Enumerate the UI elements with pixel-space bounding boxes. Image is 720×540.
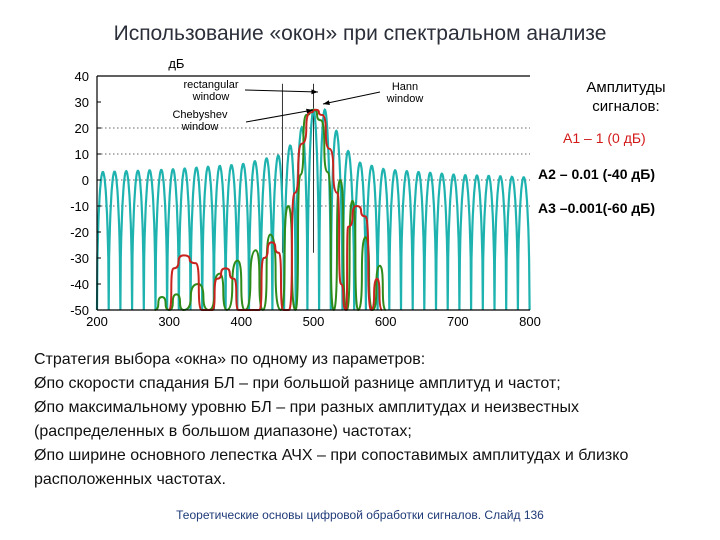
slide-title: Использование «окон» при спектральном ан… <box>113 22 607 45</box>
chebyshev-arrow-head <box>306 108 313 114</box>
y-tick-label: 0 <box>82 173 89 188</box>
y-tick-label: -20 <box>70 225 89 240</box>
chebyshev-arrow <box>245 109 314 123</box>
amplitude-a2: А2 – 0.01 (-40 дБ) <box>538 166 655 182</box>
y-tick-label: -10 <box>70 199 89 214</box>
x-tick-label: 300 <box>158 314 180 329</box>
y-tick-label: 40 <box>75 69 89 84</box>
strategy-bullet-text: по ширине основного лепестка АЧХ – при с… <box>34 447 629 488</box>
y-tick-label: 20 <box>75 121 89 136</box>
y-axis-label: дБ <box>168 56 184 71</box>
x-tick-label: 400 <box>230 314 252 329</box>
slide-footer: Теоретические основы цифровой обработки … <box>176 508 544 522</box>
hann-window-annotation: window <box>386 93 424 105</box>
amplitudes-heading-line: сигналов: <box>592 98 660 115</box>
chebyshev-window-annotation: window <box>181 121 219 133</box>
amplitude-a1: А1 – 1 (0 дБ) <box>563 130 646 146</box>
y-tick-label: -50 <box>70 303 89 318</box>
x-tick-label: 800 <box>519 314 541 329</box>
y-tick-label: 30 <box>75 95 89 110</box>
x-tick-label: 600 <box>375 314 397 329</box>
strategy-intro: Стратегия выбора «окна» по одному из пар… <box>34 351 426 368</box>
strategy-bullet: Øпо скорости спадания БЛ – при большой р… <box>34 372 684 396</box>
axes <box>96 75 530 311</box>
x-tick-label: 200 <box>86 314 108 329</box>
strategy-bullet: Øпо максимальному уровню БЛ – при разных… <box>34 396 684 444</box>
y-tick-label: 10 <box>75 147 89 162</box>
strategy-bullet-text: по максимальному уровню БЛ – при разных … <box>34 399 580 440</box>
x-tick-label: 700 <box>447 314 469 329</box>
rectangular-window-annotation: window <box>192 91 230 103</box>
strategy-bullet-text: по скорости спадания БЛ – при большой ра… <box>46 375 561 392</box>
arrow-bullet-icon: Ø <box>34 375 47 392</box>
strategy-bullet: Øпо ширине основного лепестка АЧХ – при … <box>34 444 684 492</box>
hann-window-annotation: Hann <box>392 81 418 93</box>
strategy-text: Стратегия выбора «окна» по одному из пар… <box>34 348 684 492</box>
y-tick-label: -30 <box>70 251 89 266</box>
rectangular-arrow-head <box>311 89 318 95</box>
x-tick-label: 500 <box>303 314 325 329</box>
rectangular-arrow <box>244 89 319 93</box>
rectangular-window-annotation: rectangular <box>183 79 238 91</box>
amplitude-a3: А3 –0.001(-60 дБ) <box>538 200 656 216</box>
arrow-bullet-icon: Ø <box>34 399 47 416</box>
chebyshev-window-annotation: Chebyshev <box>172 109 228 121</box>
hann-arrow-head <box>323 100 330 105</box>
annotations: rectangularwindowChebyshevwindowHannwind… <box>172 79 423 133</box>
amplitudes-heading: Амплитуды сигналов: <box>556 78 696 116</box>
hann-arrow <box>322 91 381 105</box>
y-tick-label: -40 <box>70 277 89 292</box>
amplitudes-heading-line: Амплитуды <box>586 79 666 96</box>
arrow-bullet-icon: Ø <box>34 447 47 464</box>
